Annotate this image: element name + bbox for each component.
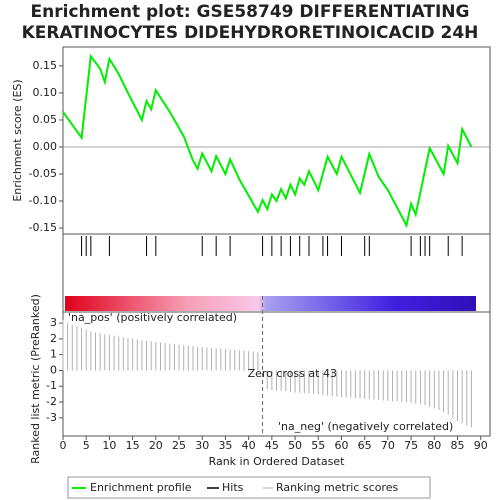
heat-bar: [65, 296, 476, 311]
x-axis-label: Rank in Ordered Dataset: [209, 455, 346, 468]
x-tick-label: 75: [404, 439, 418, 452]
enrichment-line: [62, 53, 473, 229]
legend-label: Ranking metric scores: [276, 481, 398, 494]
y-tick-label: 0.00: [33, 140, 58, 153]
x-tick-label: 40: [242, 439, 256, 452]
x-tick-label: 30: [195, 439, 209, 452]
pos-label: 'na_pos' (positively correlated): [68, 311, 237, 324]
y-axis-label: Enrichment score (ES): [11, 79, 24, 201]
x-tick-label: 10: [102, 439, 116, 452]
x-tick-label: 50: [288, 439, 302, 452]
y-tick-label: -0.05: [29, 167, 57, 180]
x-tick-label: 60: [334, 439, 348, 452]
x-tick-label: 65: [358, 439, 372, 452]
x-tick-label: 85: [451, 439, 465, 452]
legend-label: Enrichment profile: [90, 481, 192, 494]
y-tick-label: -3: [46, 411, 57, 424]
legend: [67, 476, 431, 499]
title-line: KERATINOCYTES DIDEHYDRORETINOICACID 24H: [22, 23, 479, 43]
y-tick-label: -0.15: [29, 221, 57, 234]
y-tick-label: -1: [46, 379, 57, 392]
y-tick-label: 0.15: [33, 59, 58, 72]
y-tick-label: 2: [50, 332, 57, 345]
neg-label: 'na_neg' (negatively correlated): [278, 420, 453, 433]
es-frame: [62, 46, 491, 313]
x-tick-label: 0: [60, 439, 67, 452]
zero-cross-label: Zero cross at 43: [248, 367, 337, 380]
y-tick-label: 0.05: [33, 113, 58, 126]
metric-frame: [62, 311, 491, 437]
x-tick-label: 25: [172, 439, 186, 452]
y-tick-label: -0.10: [29, 194, 57, 207]
y-tick-label: 3: [50, 316, 57, 329]
x-tick-label: 90: [474, 439, 488, 452]
x-tick-label: 80: [427, 439, 441, 452]
x-tick-label: 15: [126, 439, 140, 452]
y-tick-label: 1: [50, 348, 57, 361]
y-tick-label: -2: [46, 395, 57, 408]
x-tick-label: 45: [265, 439, 279, 452]
y-tick-label: 0: [50, 363, 57, 376]
x-tick-label: 35: [218, 439, 232, 452]
x-tick-label: 5: [83, 439, 90, 452]
legend-label: Hits: [222, 481, 244, 494]
y-tick-label: 0.10: [33, 86, 58, 99]
title-line: Enrichment plot: GSE58749 DIFFERENTIATIN…: [31, 2, 470, 22]
x-tick-label: 20: [149, 439, 163, 452]
x-tick-label: 70: [381, 439, 395, 452]
y-axis-label: Ranked list metric (PreRanked): [29, 294, 42, 464]
x-tick-label: 55: [311, 439, 325, 452]
